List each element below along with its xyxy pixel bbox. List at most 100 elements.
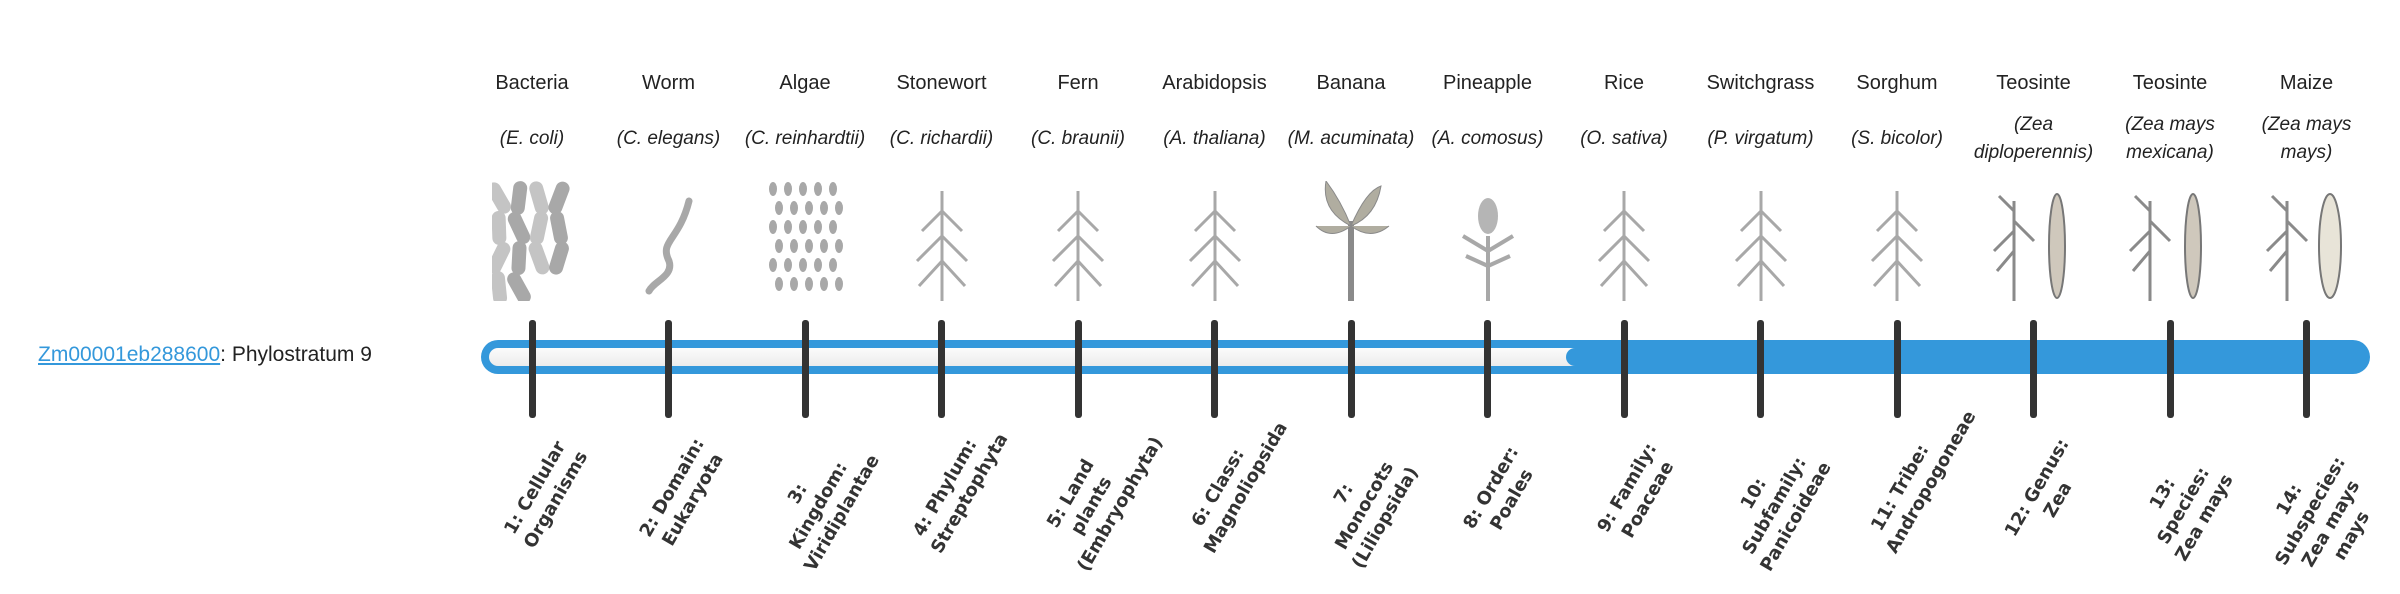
stratum-tick — [2166, 320, 2174, 418]
scientific-name-text: (A. comosus) — [1431, 128, 1544, 149]
scientific-name-text: (C. elegans) — [616, 128, 721, 149]
organism-scientific-name: (A. comosus) — [1418, 102, 1558, 176]
banana-icon — [1281, 176, 1421, 301]
scientific-name-text: (S. bicolor) — [1851, 128, 1943, 149]
scientific-name-text: (P. virgatum) — [1707, 128, 1814, 149]
organism-common-name: Banana — [1316, 72, 1386, 94]
sorghum-icon — [1827, 176, 1967, 301]
scientific-name-text: (Zea mays mexicana) — [2125, 114, 2215, 163]
organism-common-name: Stonewort — [896, 72, 987, 94]
organism-scientific-name: (Zea mays mays) — [2237, 102, 2377, 176]
organism-column: Fern (C. braunii) — [1008, 64, 1148, 301]
stratum-tick — [1347, 320, 1355, 418]
organism-scientific-name: (O. sativa) — [1554, 102, 1694, 176]
organism-column: Algae (C. reinhardtii) — [735, 64, 875, 301]
switchgrass-icon — [1691, 176, 1831, 301]
organism-column: Bacteria (E. coli) — [462, 64, 602, 301]
organism-common-name: Teosinte — [1996, 72, 2071, 94]
scientific-name-text: (O. sativa) — [1580, 128, 1668, 149]
organism-common-name: Bacteria — [495, 72, 569, 94]
organism-column: Teosinte (Zea mays mexicana) — [2100, 64, 2240, 301]
organism-scientific-name: (S. bicolor) — [1827, 102, 1967, 176]
organism-scientific-name: (A. thaliana) — [1145, 102, 1285, 176]
stratum-label: 10: Subfamily: Panicoideae — [1736, 453, 1836, 575]
scientific-name-text: (C. braunii) — [1031, 128, 1125, 149]
organism-common-name: Algae — [779, 72, 831, 94]
teosinte-icon — [2100, 176, 2240, 301]
organism-common-name: Rice — [1603, 72, 1644, 94]
stratum-label: 13: Species: Zea mays — [2145, 463, 2238, 565]
organism-scientific-name: (P. virgatum) — [1691, 102, 1831, 176]
gene-id-link[interactable]: Zm00001eb288600 — [38, 343, 221, 366]
bacteria-icon — [462, 176, 602, 301]
phylostratum-text: : Phylostratum 9 — [220, 343, 372, 366]
teosinte-icon — [1964, 176, 2104, 301]
stratum-label: 3: Kingdom: Viridiplantae — [783, 451, 884, 575]
fern-icon — [1008, 176, 1148, 301]
stratum-label: 2: Domain: Eukaryota — [634, 434, 728, 550]
organism-common-name: Fern — [1057, 72, 1099, 94]
scientific-name-text: (C. reinhardtii) — [744, 128, 866, 149]
algae-icon — [735, 176, 875, 301]
organism-scientific-name: (C. elegans) — [599, 102, 739, 176]
stratum-label: 8: Order: Poales — [1458, 442, 1538, 534]
stratum-label: 11: Tribe: Andropogoneae — [1867, 407, 1981, 557]
stratum-label: 14: Subspecies: Zea mays mays — [2270, 453, 2374, 571]
stratum-tick — [2303, 320, 2310, 418]
organism-common-name: Worm — [642, 72, 695, 94]
stratum-tick — [2030, 320, 2037, 418]
organism-column: Sorghum (S. bicolor) — [1827, 64, 1967, 301]
organism-column: Rice (O. sativa) — [1554, 64, 1694, 301]
stratum-tick — [1074, 320, 1082, 418]
organism-column: Switchgrass (P. virgatum) — [1691, 64, 1831, 301]
phylostratum-bar — [481, 340, 2370, 374]
stratum-label: 12: Genus: Zea — [2000, 435, 2076, 541]
gene-phylostratum-label: Zm00001eb288600: Phylostratum 9 — [38, 340, 372, 370]
scientific-name-text: (C. richardii) — [889, 128, 994, 149]
organism-common-name: Arabidopsis — [1162, 72, 1267, 94]
stratum-label: 4: Phylum: Streptophyta — [908, 429, 1012, 557]
stratum-tick — [1620, 320, 1628, 418]
stratum-label: 9: Family: Poaceae — [1593, 439, 1679, 542]
organism-scientific-name: (M. acuminata) — [1281, 102, 1421, 176]
stratum-label: 5: Land plants (Embryophyta) — [1042, 433, 1168, 575]
organism-column: Worm (C. elegans) — [599, 64, 739, 301]
organism-scientific-name: (E. coli) — [462, 102, 602, 176]
organism-column: Pineapple (A. comosus) — [1418, 64, 1558, 301]
organism-common-name: Sorghum — [1856, 72, 1938, 94]
organism-scientific-name: (C. richardii) — [872, 102, 1012, 176]
stratum-label: 7: Monocots (Liliopsida) — [1329, 458, 1423, 573]
stratum-tick — [665, 320, 672, 418]
scientific-name-text: (A. thaliana) — [1163, 128, 1266, 149]
stratum-label: 6: Class: Magnoliopsida — [1187, 418, 1292, 557]
organism-common-name: Switchgrass — [1706, 72, 1815, 94]
organism-column: Stonewort (C. richardii) — [872, 64, 1012, 301]
maize-icon — [2237, 176, 2377, 301]
scientific-name-text: (Zea diploperennis) — [1973, 114, 2094, 163]
pineapple-icon — [1418, 176, 1558, 301]
organism-column: Banana (M. acuminata) — [1281, 64, 1421, 301]
bar-track-empty — [489, 348, 1578, 366]
rice-icon — [1554, 176, 1694, 301]
organism-scientific-name: (Zea diploperennis) — [1964, 102, 2104, 176]
stratum-tick — [1893, 320, 1901, 418]
worm-icon — [599, 176, 739, 301]
stratum-tick — [1484, 320, 1491, 418]
arabidopsis-icon — [1145, 176, 1285, 301]
organism-column: Teosinte (Zea diploperennis) — [1964, 64, 2104, 301]
organism-common-name: Maize — [2279, 72, 2334, 94]
organism-common-name: Teosinte — [2132, 72, 2208, 94]
scientific-name-text: (E. coli) — [499, 128, 565, 149]
organism-scientific-name: (C. braunii) — [1008, 102, 1148, 176]
organism-column: Maize (Zea mays mays) — [2237, 64, 2377, 301]
scientific-name-text: (M. acuminata) — [1287, 128, 1415, 149]
stratum-tick — [528, 320, 536, 418]
stratum-tick — [1211, 320, 1218, 418]
stratum-label: 1: Cellular Organisms — [500, 437, 593, 552]
stratum-tick — [801, 320, 809, 418]
organism-common-name: Pineapple — [1443, 72, 1532, 94]
stonewort-icon — [872, 176, 1012, 301]
scientific-name-text: (Zea mays mays) — [2261, 114, 2352, 163]
bar-fill-cap — [1565, 348, 1590, 366]
stratum-tick — [1757, 320, 1764, 418]
